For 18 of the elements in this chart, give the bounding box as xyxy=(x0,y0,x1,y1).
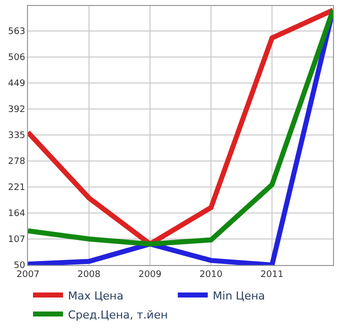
legend-label: Max Цена xyxy=(68,289,124,302)
y-tick-label: 563 xyxy=(8,27,26,38)
y-tick-label: 449 xyxy=(8,79,26,90)
y-tick-label: 107 xyxy=(8,235,26,246)
y-tick-label: 50 xyxy=(14,261,26,272)
x-tick-label: 2009 xyxy=(138,270,162,280)
y-tick-label: 506 xyxy=(8,53,26,64)
x-tick-label: 2011 xyxy=(260,270,284,280)
y-tick-label: 278 xyxy=(8,157,26,168)
y-tick-label: 392 xyxy=(8,105,26,116)
legend-label: Min Цена xyxy=(212,289,266,302)
x-tick-label: 2008 xyxy=(78,270,101,280)
y-tick-label: 221 xyxy=(8,183,26,194)
legend-label: Сред.Цена, т.йен xyxy=(68,308,168,322)
y-tick-label: 164 xyxy=(8,209,26,220)
y-tick-label: 335 xyxy=(8,131,26,142)
x-tick-label: 2007 xyxy=(16,270,40,280)
x-tick-label: 2010 xyxy=(200,270,223,280)
